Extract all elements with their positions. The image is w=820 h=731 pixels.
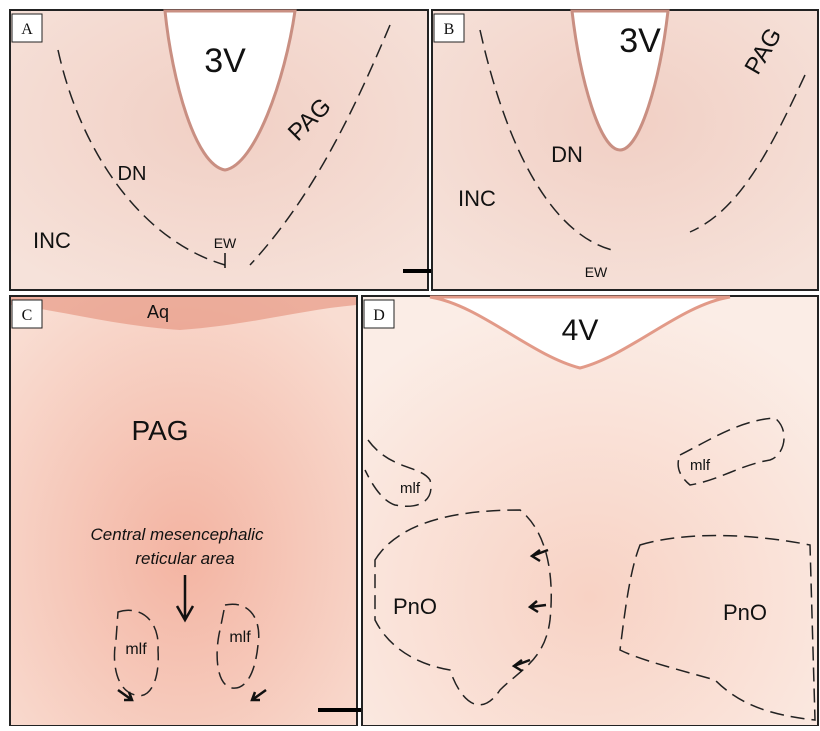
region-label: 4V (562, 314, 599, 347)
region-label: 3V (619, 22, 661, 60)
region-label: EW (585, 264, 608, 280)
panel-frame (10, 296, 357, 726)
region-label: INC (458, 186, 496, 211)
region-label: DN (551, 142, 583, 167)
region-label: mlf (690, 457, 711, 474)
region-label: PnO (393, 594, 437, 619)
region-label: DN (118, 163, 147, 185)
panel-d: D 4V mlf mlf PnO PnO (362, 296, 818, 726)
annotation: Central mesencephalic (91, 525, 264, 544)
region-label: 3V (204, 42, 246, 80)
region-label: mlf (400, 480, 421, 497)
panel-b: B 3V PAG DN INC EW (432, 10, 818, 290)
figure: A 3V PAG DN INC EW B 3V PAG DN INC EW C … (0, 0, 820, 726)
panel-c: C Aq PAG Central mesencephalic reticular… (10, 296, 388, 726)
panel-label: A (21, 21, 33, 38)
region-label: PAG (131, 415, 188, 446)
panel-label: B (444, 21, 455, 38)
region-label: INC (33, 228, 71, 253)
region-label: Aq (147, 302, 169, 322)
panel-a: A 3V PAG DN INC EW (10, 10, 456, 290)
region-label: EW (214, 235, 237, 251)
region-label: mlf (125, 641, 147, 658)
panel-label: C (22, 307, 33, 324)
region-label: PnO (723, 600, 767, 625)
region-label: mlf (229, 629, 251, 646)
annotation: reticular area (135, 549, 234, 568)
panel-label: D (373, 307, 385, 324)
